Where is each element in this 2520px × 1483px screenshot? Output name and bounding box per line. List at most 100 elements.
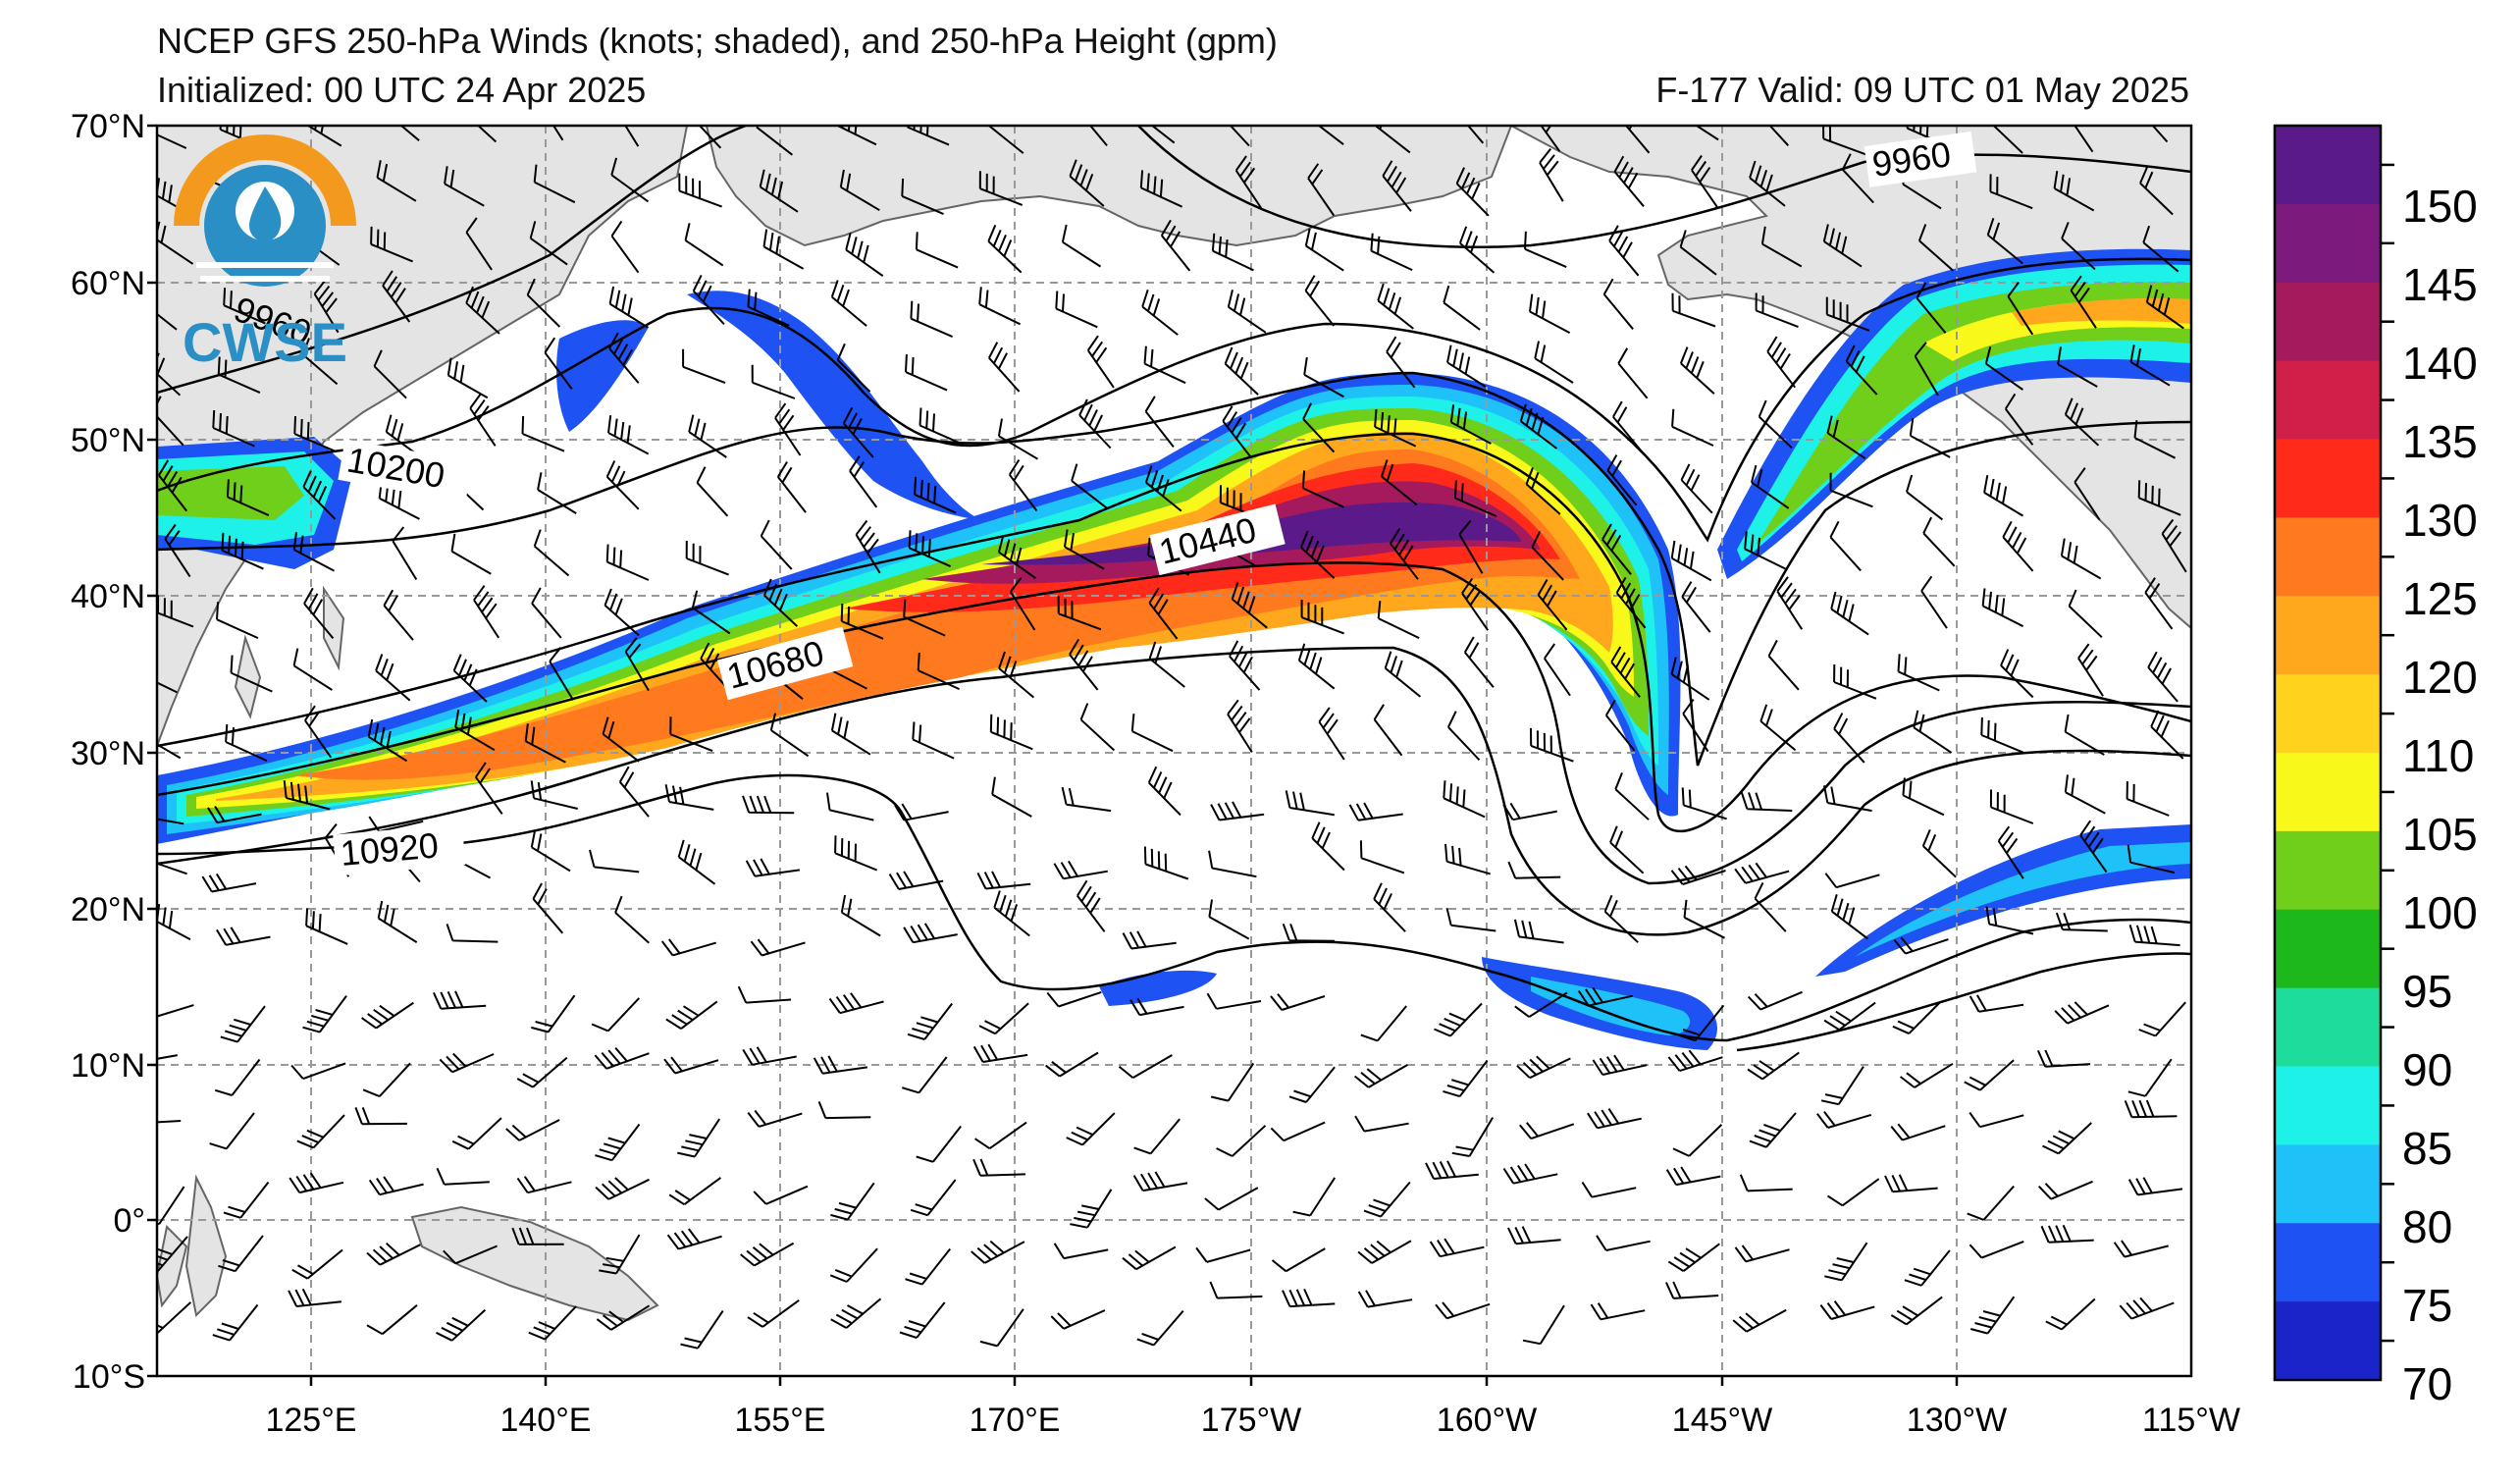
wind-barb	[1285, 790, 1335, 817]
wind-barb	[2074, 467, 2101, 521]
wind-barb	[2139, 166, 2174, 216]
logo-sun-arc	[174, 134, 356, 227]
wind-barb	[624, 637, 650, 692]
chart-title: NCEP GFS 250-hPa Winds (knots; shaded), …	[157, 21, 1278, 61]
wind-barb	[1754, 881, 1787, 932]
wind-barb	[899, 1301, 946, 1339]
wind-barb	[1377, 283, 1414, 330]
wind-barb	[511, 1227, 564, 1245]
wind-barb	[1053, 1243, 1109, 1260]
wind-barb	[1357, 1240, 1412, 1264]
wind-barb	[595, 1123, 641, 1162]
wind-barb	[1759, 704, 1797, 752]
wind-barb	[376, 160, 417, 202]
wind-barb	[1747, 1051, 1800, 1081]
wind-barb	[1066, 1112, 1116, 1146]
wind-barb	[1909, 417, 1951, 458]
wind-barb	[750, 938, 806, 957]
wind-barb	[1453, 480, 1497, 518]
wind-barb	[1386, 336, 1416, 389]
lat-label: 60°N	[71, 265, 145, 302]
wind-barb	[1826, 415, 1866, 459]
wind-barb	[1522, 1304, 1565, 1346]
wind-barb	[1210, 1062, 1255, 1102]
wind-barb	[1318, 707, 1345, 761]
colorbar-tick-label: 100	[2402, 887, 2478, 938]
colorbar-swatch	[2275, 987, 2381, 1067]
wind-barb	[157, 1236, 188, 1272]
wind-barb	[751, 364, 796, 399]
wind-barb	[1458, 226, 1496, 274]
wind-barb	[1671, 408, 1714, 447]
wind-barb	[1502, 802, 1557, 821]
initialized-time: Initialized: 00 UTC 24 Apr 2025	[157, 70, 647, 110]
wind-barb	[1734, 862, 1790, 884]
wind-barb	[978, 1002, 1029, 1035]
wind-barb	[521, 415, 565, 452]
colorbar-swatch	[2275, 753, 2381, 832]
wind-barb	[1382, 160, 1412, 212]
wind-barb	[1122, 930, 1177, 950]
wind-barb	[1282, 923, 1335, 942]
wind-barb	[2142, 225, 2179, 273]
wind-barb	[1829, 520, 1862, 572]
wind-barb	[212, 409, 255, 448]
wind-barb	[762, 229, 805, 270]
wind-barb	[2138, 1001, 2186, 1037]
wind-barb	[1603, 894, 1639, 943]
wind-barb	[1820, 1066, 1864, 1106]
wind-barb	[1446, 711, 1481, 761]
wind-barb	[978, 287, 1022, 326]
latitude-labels: 70°N 60°N 50°N 40°N 30°N 20°N 10°N 0° 10…	[71, 108, 145, 1396]
wind-barb	[1132, 1171, 1188, 1192]
wind-barb	[1210, 801, 1265, 821]
wind-barb	[1461, 578, 1490, 631]
wind-barb	[2161, 518, 2187, 573]
wind-barb	[1680, 463, 1713, 514]
wind-barb	[444, 166, 485, 207]
wind-barb	[1902, 777, 1945, 817]
wind-barb	[216, 927, 271, 946]
wind-barb	[1744, 531, 1786, 570]
wind-barb	[668, 1177, 721, 1206]
wind-barb	[830, 713, 871, 756]
wind-barb	[663, 1056, 719, 1075]
wind-barb	[760, 519, 793, 570]
wind-barb	[305, 908, 348, 945]
wind-barb	[516, 1056, 568, 1088]
wind-barb	[753, 1185, 809, 1205]
colorbar-swatch	[2275, 830, 2381, 911]
wind-barb	[666, 1228, 722, 1250]
wind-barb	[377, 900, 418, 943]
wind-barb	[1144, 396, 1175, 449]
wind-barb	[1139, 170, 1183, 208]
colorbar-swatch	[2275, 1223, 2381, 1302]
colorbar-tick-label: 135	[2402, 416, 2478, 467]
wind-barb	[2137, 480, 2181, 516]
wind-barb	[1348, 802, 1403, 821]
wind-barb	[602, 716, 640, 763]
wind-barb	[1446, 344, 1487, 388]
wind-barb	[2127, 1177, 2183, 1196]
wind-barb	[1540, 126, 1561, 152]
wind-barb	[684, 223, 724, 267]
wind-barb	[979, 1308, 1024, 1348]
colorbar-swatch	[2275, 126, 2381, 205]
wind-barb	[912, 721, 955, 760]
wind-barb	[747, 1109, 803, 1128]
wind-barb	[217, 356, 261, 395]
wind-barb	[614, 895, 650, 944]
wind-barb	[1679, 230, 1717, 276]
wind-barb	[1224, 346, 1259, 396]
colorbar-swatch	[2275, 517, 2381, 597]
wind-barb	[660, 938, 716, 957]
wind-barb	[157, 1186, 185, 1226]
wind-barb	[368, 816, 424, 833]
wind-barb	[1823, 785, 1872, 813]
wind-barb	[1681, 581, 1711, 633]
wind-barb	[840, 894, 881, 937]
wind-barb	[906, 126, 950, 146]
wind-barb	[306, 126, 342, 147]
wind-barb	[1451, 1117, 1495, 1157]
